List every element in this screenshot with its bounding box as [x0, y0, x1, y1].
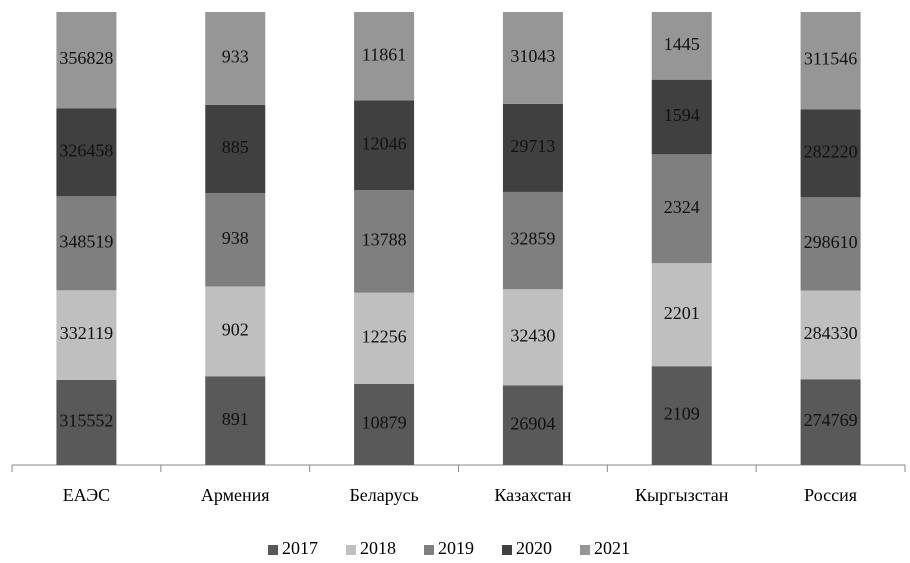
- bar-segment: [651, 12, 712, 80]
- bar-segment: [205, 376, 266, 465]
- legend-swatch: [268, 545, 278, 555]
- legend-swatch: [346, 545, 356, 555]
- bar-segment: [651, 154, 712, 264]
- data-label: 326458: [59, 140, 113, 160]
- bar-segment: [651, 366, 712, 465]
- legend-swatch: [502, 545, 512, 555]
- legend-label: 2021: [594, 538, 630, 558]
- data-label: 32859: [510, 229, 555, 249]
- bar-segment: [651, 79, 712, 155]
- legend-swatch: [580, 545, 590, 555]
- legend-swatch: [424, 545, 434, 555]
- data-label: 32430: [510, 325, 555, 345]
- data-label: 938: [222, 228, 249, 248]
- bar-segment: [205, 12, 266, 105]
- legend-label: 2018: [360, 538, 396, 558]
- bar-segment: [354, 383, 415, 465]
- legend-label: 2020: [516, 538, 552, 558]
- bar-segment: [205, 104, 266, 194]
- x-tick-label: Кыргызстан: [635, 485, 729, 505]
- data-label: 348519: [59, 231, 113, 251]
- x-tick-label: Беларусь: [349, 485, 418, 505]
- data-label: 332119: [60, 323, 113, 343]
- data-label: 902: [222, 319, 249, 339]
- data-label: 284330: [804, 323, 858, 343]
- data-label: 2324: [664, 197, 700, 217]
- bar-segment: [800, 109, 861, 198]
- data-label: 282220: [804, 141, 858, 161]
- data-label: 26904: [510, 413, 555, 433]
- x-tick-label: Армения: [201, 485, 270, 505]
- bar-segment: [800, 379, 861, 465]
- data-label: 2201: [664, 303, 700, 323]
- data-label: 2109: [664, 404, 700, 424]
- bar-segment: [800, 290, 861, 380]
- bar-segment: [502, 289, 563, 386]
- data-label: 298610: [804, 232, 858, 252]
- legend-label: 2017: [282, 538, 318, 558]
- data-label: 10879: [362, 413, 407, 433]
- data-label: 31043: [510, 46, 555, 66]
- bar-segment: [56, 12, 117, 109]
- bar-segment: [56, 379, 117, 465]
- bar-segment: [56, 196, 117, 291]
- bar-segment: [56, 108, 117, 197]
- data-label: 1594: [664, 105, 700, 125]
- data-label: 11861: [362, 44, 406, 64]
- data-label: 891: [222, 409, 249, 429]
- legend-label: 2019: [438, 538, 474, 558]
- bar-segment: [354, 190, 415, 293]
- bar-segment: [354, 12, 415, 101]
- bar-segment: [800, 12, 861, 110]
- data-label: 933: [222, 47, 249, 67]
- data-label: 12046: [362, 133, 407, 153]
- bar-segment: [205, 286, 266, 377]
- bar-segment: [354, 292, 415, 384]
- bar-segment: [800, 197, 861, 291]
- data-label: 29713: [510, 136, 555, 156]
- data-label: 315552: [59, 411, 113, 431]
- bar-segment: [502, 12, 563, 104]
- x-tick-label: Казахстан: [494, 485, 571, 505]
- data-label: 311546: [804, 49, 857, 69]
- data-label: 274769: [804, 410, 858, 430]
- data-label: 356828: [59, 48, 113, 68]
- data-label: 13788: [362, 229, 407, 249]
- x-tick-label: Россия: [804, 485, 857, 505]
- bar-segment: [354, 100, 415, 191]
- bar-segment: [502, 103, 563, 192]
- data-label: 1445: [664, 34, 700, 54]
- bar-segment: [502, 385, 563, 465]
- x-tick-label: ЕАЭС: [63, 485, 110, 505]
- bar-segment: [205, 193, 266, 287]
- bar-segment: [502, 191, 563, 290]
- bar-segment: [651, 263, 712, 367]
- bar-segment: [56, 290, 117, 380]
- data-label: 885: [222, 137, 249, 157]
- data-label: 12256: [362, 326, 407, 346]
